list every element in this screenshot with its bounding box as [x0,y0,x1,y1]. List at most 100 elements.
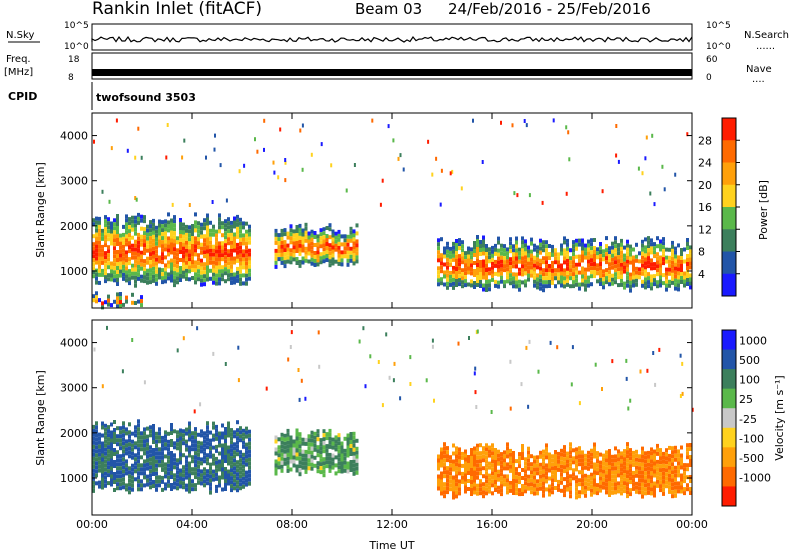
power-cell [521,240,524,245]
velocity-cell [611,490,614,495]
velocity-cell [200,481,203,486]
velocity-cell [107,433,110,438]
power-cell [131,215,134,220]
velocity-cell [524,477,527,482]
velocity-cell [95,429,98,434]
power-cell [599,270,602,274]
velocity-cell [248,453,251,458]
velocity-cell [170,483,173,487]
velocity-cell [557,463,560,468]
velocity-cell [369,354,372,359]
power-cell [461,256,464,261]
power-cell [629,260,632,265]
velocity-cell [122,441,125,446]
power-cell [307,239,311,244]
velocity-cell [638,462,641,467]
velocity-cell [581,482,584,487]
power-cell [301,240,305,245]
power-cell [572,276,575,281]
power-cell [212,280,215,285]
velocity-cell [491,459,494,464]
velocity-cell [563,493,566,498]
power-cell [125,262,128,267]
power-cell [629,252,632,257]
power-cell [152,274,155,279]
power-cell [149,244,152,249]
power-cell [171,202,174,207]
power-cell [593,274,596,278]
velocity-cell [620,459,623,464]
power-cell [566,274,569,279]
power-cell [101,232,104,237]
velocity-cell [569,462,572,467]
power-cell [110,229,113,234]
power-cell [686,132,689,137]
power-cell [182,250,185,255]
power-cell [554,256,557,261]
power-cell [185,268,188,273]
velocity-cell [340,457,344,462]
velocity-cell [554,466,557,470]
power-cell [188,245,191,250]
power-cell [277,241,281,246]
velocity-cell [458,483,461,488]
velocity-cell [149,449,152,454]
power-cell [680,276,683,280]
velocity-cell [242,480,245,485]
velocity-cell [614,490,617,495]
velocity-cell [310,434,314,439]
power-cell [665,275,668,280]
power-cell [113,250,116,255]
velocity-cell [554,458,557,462]
power-cell [647,248,650,253]
velocity-cell [626,478,629,483]
power-cell [611,257,614,262]
power-cell [236,254,239,259]
power-cell [170,266,173,271]
power-cell [122,268,125,273]
power-cell [164,247,167,252]
power-cell [602,273,605,278]
power-cell [524,259,527,264]
power-cell [194,228,197,233]
power-cell [614,276,617,281]
velocity-cell [566,479,569,484]
velocity-cell [179,440,182,445]
velocity-cell [319,450,323,455]
velocity-cell [467,479,470,483]
power-cell [173,259,176,264]
velocity-cell [482,482,485,487]
velocity-cell [446,466,449,471]
power-cell [170,270,173,275]
power-cell [328,259,332,264]
power-cell [176,240,179,245]
power-cell [191,224,194,228]
velocity-cell [173,445,176,450]
velocity-cell [683,467,686,472]
power-cell [313,235,317,239]
power-cell [488,267,491,272]
power-cell [331,233,335,238]
power-cell [313,255,317,259]
velocity-cell [149,477,152,482]
power-cell [274,260,278,265]
power-cell [164,223,167,228]
power-cell [146,276,149,281]
power-cell [572,256,575,261]
power-cell [122,232,125,237]
velocity-cell [632,454,635,459]
power-cell [446,265,449,270]
velocity-cell [128,422,131,427]
velocity-cell [601,387,603,391]
velocity-cell [179,432,182,437]
power-cell [215,261,218,266]
power-cell [280,256,284,261]
velocity-cell [337,441,341,446]
power-cell [602,257,605,262]
velocity-cell [248,449,251,454]
power-cell [626,275,629,280]
velocity-cell [236,452,239,457]
power-cell [215,241,218,246]
velocity-cell [143,380,146,385]
